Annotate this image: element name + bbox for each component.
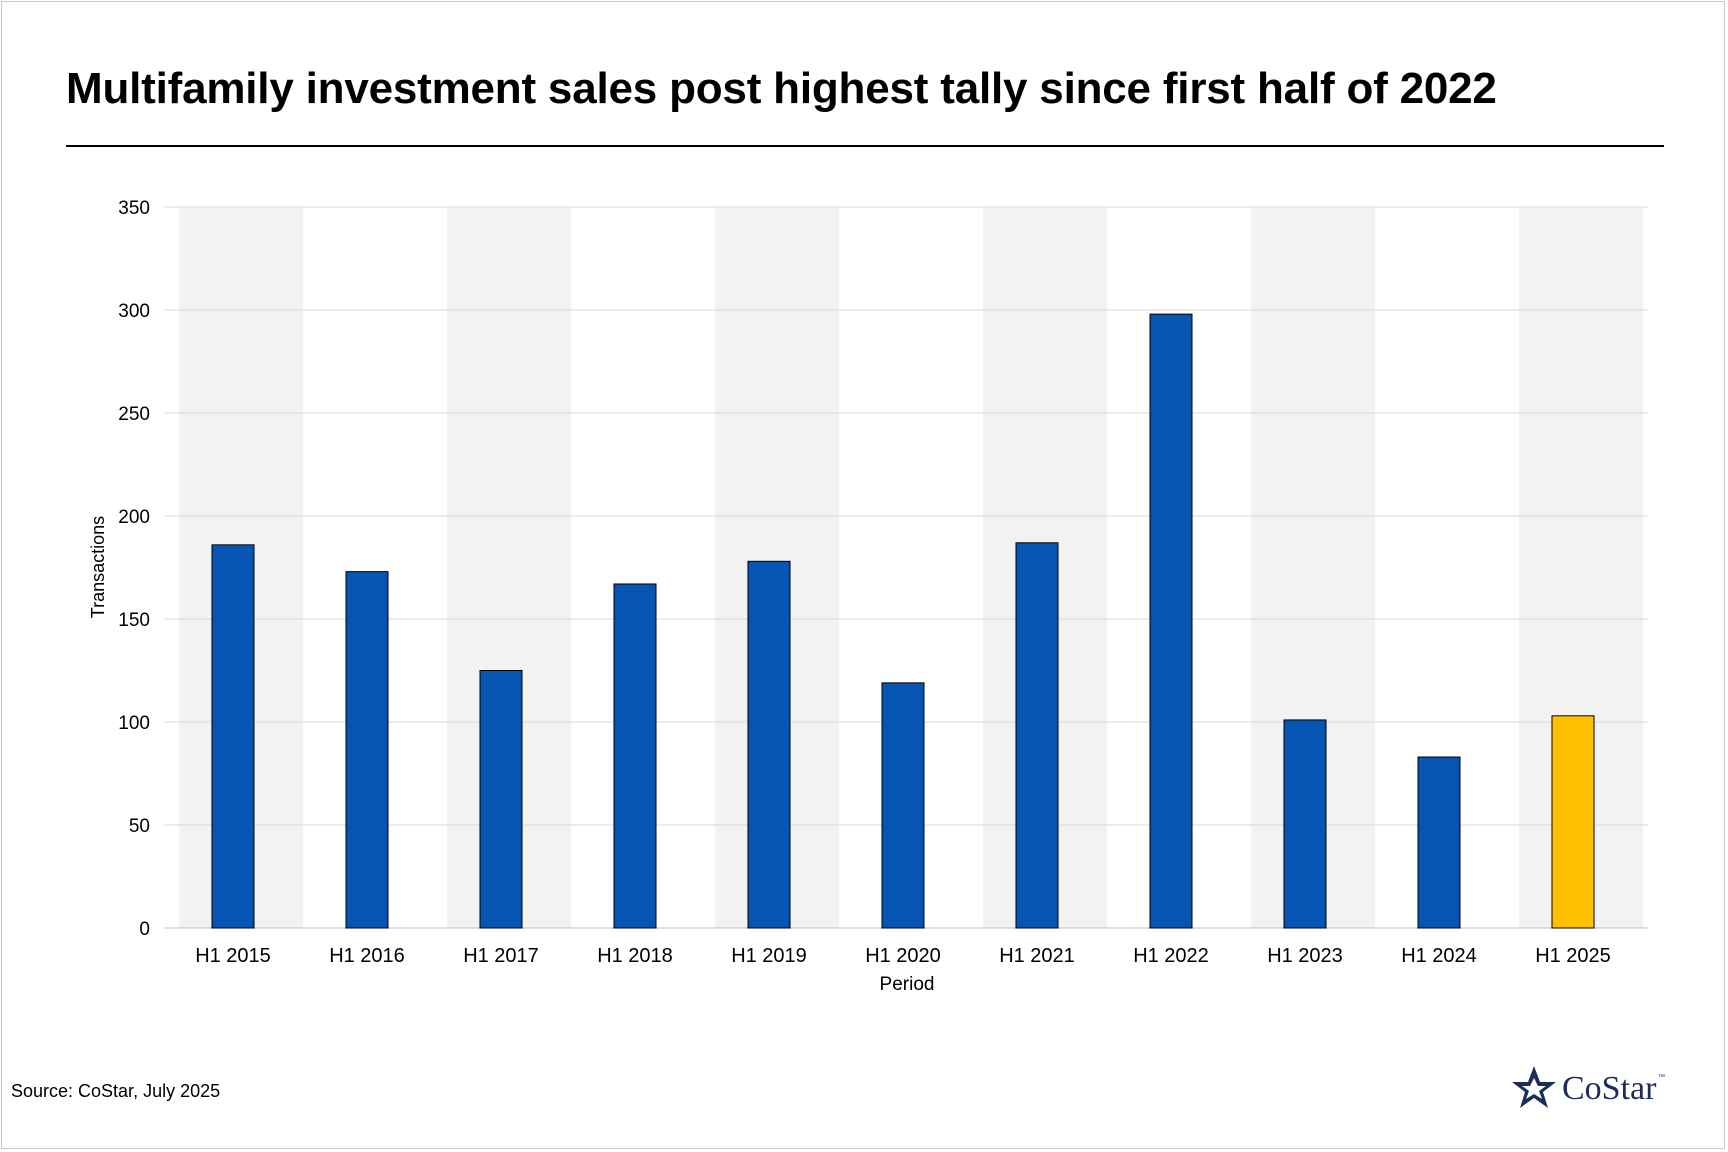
x-tick-label: H1 2023 [1267,945,1343,967]
x-tick-labels: H1 2015 H1 2016 H1 2017 H1 2018 H1 2019 H1 20… [195,945,1611,967]
y-tick-label: 100 [118,713,150,734]
y-tick-labels: 0 50 100 150 200 250 300 350 [118,198,150,940]
bar-h1-2017 [479,670,523,929]
x-tick-label: H1 2022 [1133,945,1209,967]
bar-h1-2016 [345,571,389,929]
x-tick-label: H1 2021 [999,945,1075,967]
y-tick-label: 0 [139,919,150,940]
bar-h1-2020 [881,682,925,929]
bar-h1-2024 [1417,756,1461,929]
x-tick-label: H1 2024 [1401,945,1477,967]
y-tick-label: 150 [118,610,150,631]
bar-h1-2023 [1283,719,1327,929]
title-divider [66,145,1664,147]
x-tick-label: H1 2015 [195,945,271,967]
x-tick-label: H1 2017 [463,945,539,967]
x-tick-label: H1 2019 [731,945,807,967]
costar-logo: CoStar ™ [1510,1062,1670,1114]
x-tick-label: H1 2020 [865,945,941,967]
bar-h1-2018 [613,583,657,929]
y-tick-label: 350 [118,198,150,219]
chart-title: Multifamily investment sales post highes… [66,64,1497,113]
logo-trademark: ™ [1658,1074,1665,1081]
bar-h1-2019 [747,560,791,929]
logo-text: CoStar [1562,1070,1657,1107]
bars [211,313,1595,929]
y-tick-label: 300 [118,301,150,322]
bar-h1-2022 [1149,313,1193,929]
source-note: Source: CoStar, July 2025 [11,1081,221,1101]
y-tick-label: 250 [118,404,150,425]
x-tick-label: H1 2025 [1535,945,1611,967]
y-tick-label: 200 [118,507,150,528]
y-axis-label: Transactions [88,516,108,618]
bar-h1-2021 [1015,542,1059,929]
x-axis-label: Period [880,974,935,995]
x-tick-label: H1 2016 [329,945,405,967]
x-tick-label: H1 2018 [597,945,673,967]
bar-h1-2025 [1551,715,1595,929]
y-tick-label: 50 [129,816,150,837]
bar-h1-2015 [211,544,255,929]
costar-star-icon [1512,1066,1556,1108]
